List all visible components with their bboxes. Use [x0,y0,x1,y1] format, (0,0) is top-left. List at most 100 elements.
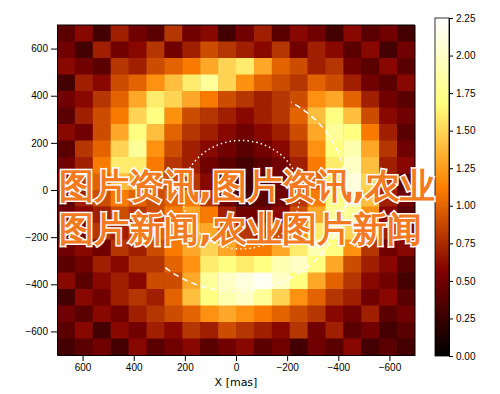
heatmap-cell [254,91,272,108]
heatmap-cell [57,339,75,356]
heatmap-cell [272,91,290,108]
heatmap-cell [361,108,379,125]
heatmap-cell [57,58,75,75]
heatmap-cell [147,124,165,141]
tick-label: 0.25 [456,313,476,324]
heatmap-cell [147,273,165,290]
heatmap-cell [147,322,165,339]
heatmap-cell [361,42,379,59]
heatmap-cell [164,58,182,75]
heatmap-cell [129,141,147,158]
heatmap-cell [290,42,308,59]
heatmap-cell [57,42,75,59]
heatmap-cell [308,42,326,59]
heatmap-cell [93,58,111,75]
tick-mark [51,237,57,238]
tick: 1.50 [449,125,476,136]
heatmap-cell [182,289,200,306]
heatmap-cell [361,289,379,306]
tick: −200 [25,232,57,243]
heatmap-cell [290,289,308,306]
heatmap-cell [218,124,236,141]
heatmap-cell [129,273,147,290]
heatmap-cell [272,25,290,42]
heatmap-cell [182,256,200,273]
heatmap-cell [182,124,200,141]
heatmap-cell [200,75,218,92]
tick-label: 1.75 [456,88,476,99]
heatmap-cell [93,25,111,42]
heatmap-cell [57,256,75,273]
heatmap-cell [164,256,182,273]
tick-mark [449,318,453,319]
heatmap-cell [164,289,182,306]
heatmap-cell [57,141,75,158]
heatmap-cell [147,58,165,75]
heatmap-cell [200,124,218,141]
heatmap-cell [326,75,344,92]
tick: 200 [177,355,194,373]
heatmap-cell [379,141,397,158]
tick: 0.25 [449,313,476,324]
heatmap-cell [290,108,308,125]
heatmap-cell [272,256,290,273]
tick-label: 1.50 [456,125,476,136]
tick-label: 0.00 [456,351,476,362]
heatmap-cell [326,306,344,323]
heatmap-cell [254,322,272,339]
heatmap-cell [361,91,379,108]
heatmap-cell [164,25,182,42]
tick-mark [185,355,186,361]
heatmap-cell [57,25,75,42]
heatmap-cell [343,91,361,108]
heatmap-cell [111,289,129,306]
heatmap-cell [379,75,397,92]
heatmap-cell [236,108,254,125]
heatmap-cell [290,124,308,141]
heatmap-cell [379,124,397,141]
heatmap-cell [111,322,129,339]
tick: 0.75 [449,238,476,249]
heatmap-cell [129,42,147,59]
heatmap-cell [379,42,397,59]
tick-mark [51,96,57,97]
heatmap-cell [164,306,182,323]
tick-label: 0 [42,185,48,196]
tick: 0.50 [449,276,476,287]
heatmap-cell [164,75,182,92]
heatmap-cell [254,25,272,42]
heatmap-cell [111,42,129,59]
heatmap-cell [129,58,147,75]
heatmap-cell [379,58,397,75]
heatmap-cell [272,124,290,141]
heatmap-cell [218,322,236,339]
axis-line [450,19,454,357]
heatmap-cell [182,42,200,59]
axis-line [57,26,58,356]
heatmap-cell [326,339,344,356]
tick-label: −400 [25,279,48,290]
heatmap-cell [379,289,397,306]
heatmap-cell [343,75,361,92]
heatmap-cell [111,306,129,323]
colorbar [435,18,449,356]
heatmap-cell [147,339,165,356]
heatmap-cell [343,322,361,339]
heatmap-cell [147,306,165,323]
heatmap-cell [75,58,93,75]
heatmap-cell [164,91,182,108]
heatmap-cell [129,322,147,339]
heatmap-cell [326,273,344,290]
tick: −400 [25,279,57,290]
heatmap-cell [75,91,93,108]
heatmap-cell [361,273,379,290]
heatmap-cell [182,75,200,92]
heatmap-cell [147,141,165,158]
heatmap-cell [272,75,290,92]
tick-mark [449,56,453,57]
heatmap-cell [218,91,236,108]
heatmap-cell [308,306,326,323]
heatmap-cell [111,256,129,273]
heatmap-cell [182,339,200,356]
heatmap-cell [111,141,129,158]
